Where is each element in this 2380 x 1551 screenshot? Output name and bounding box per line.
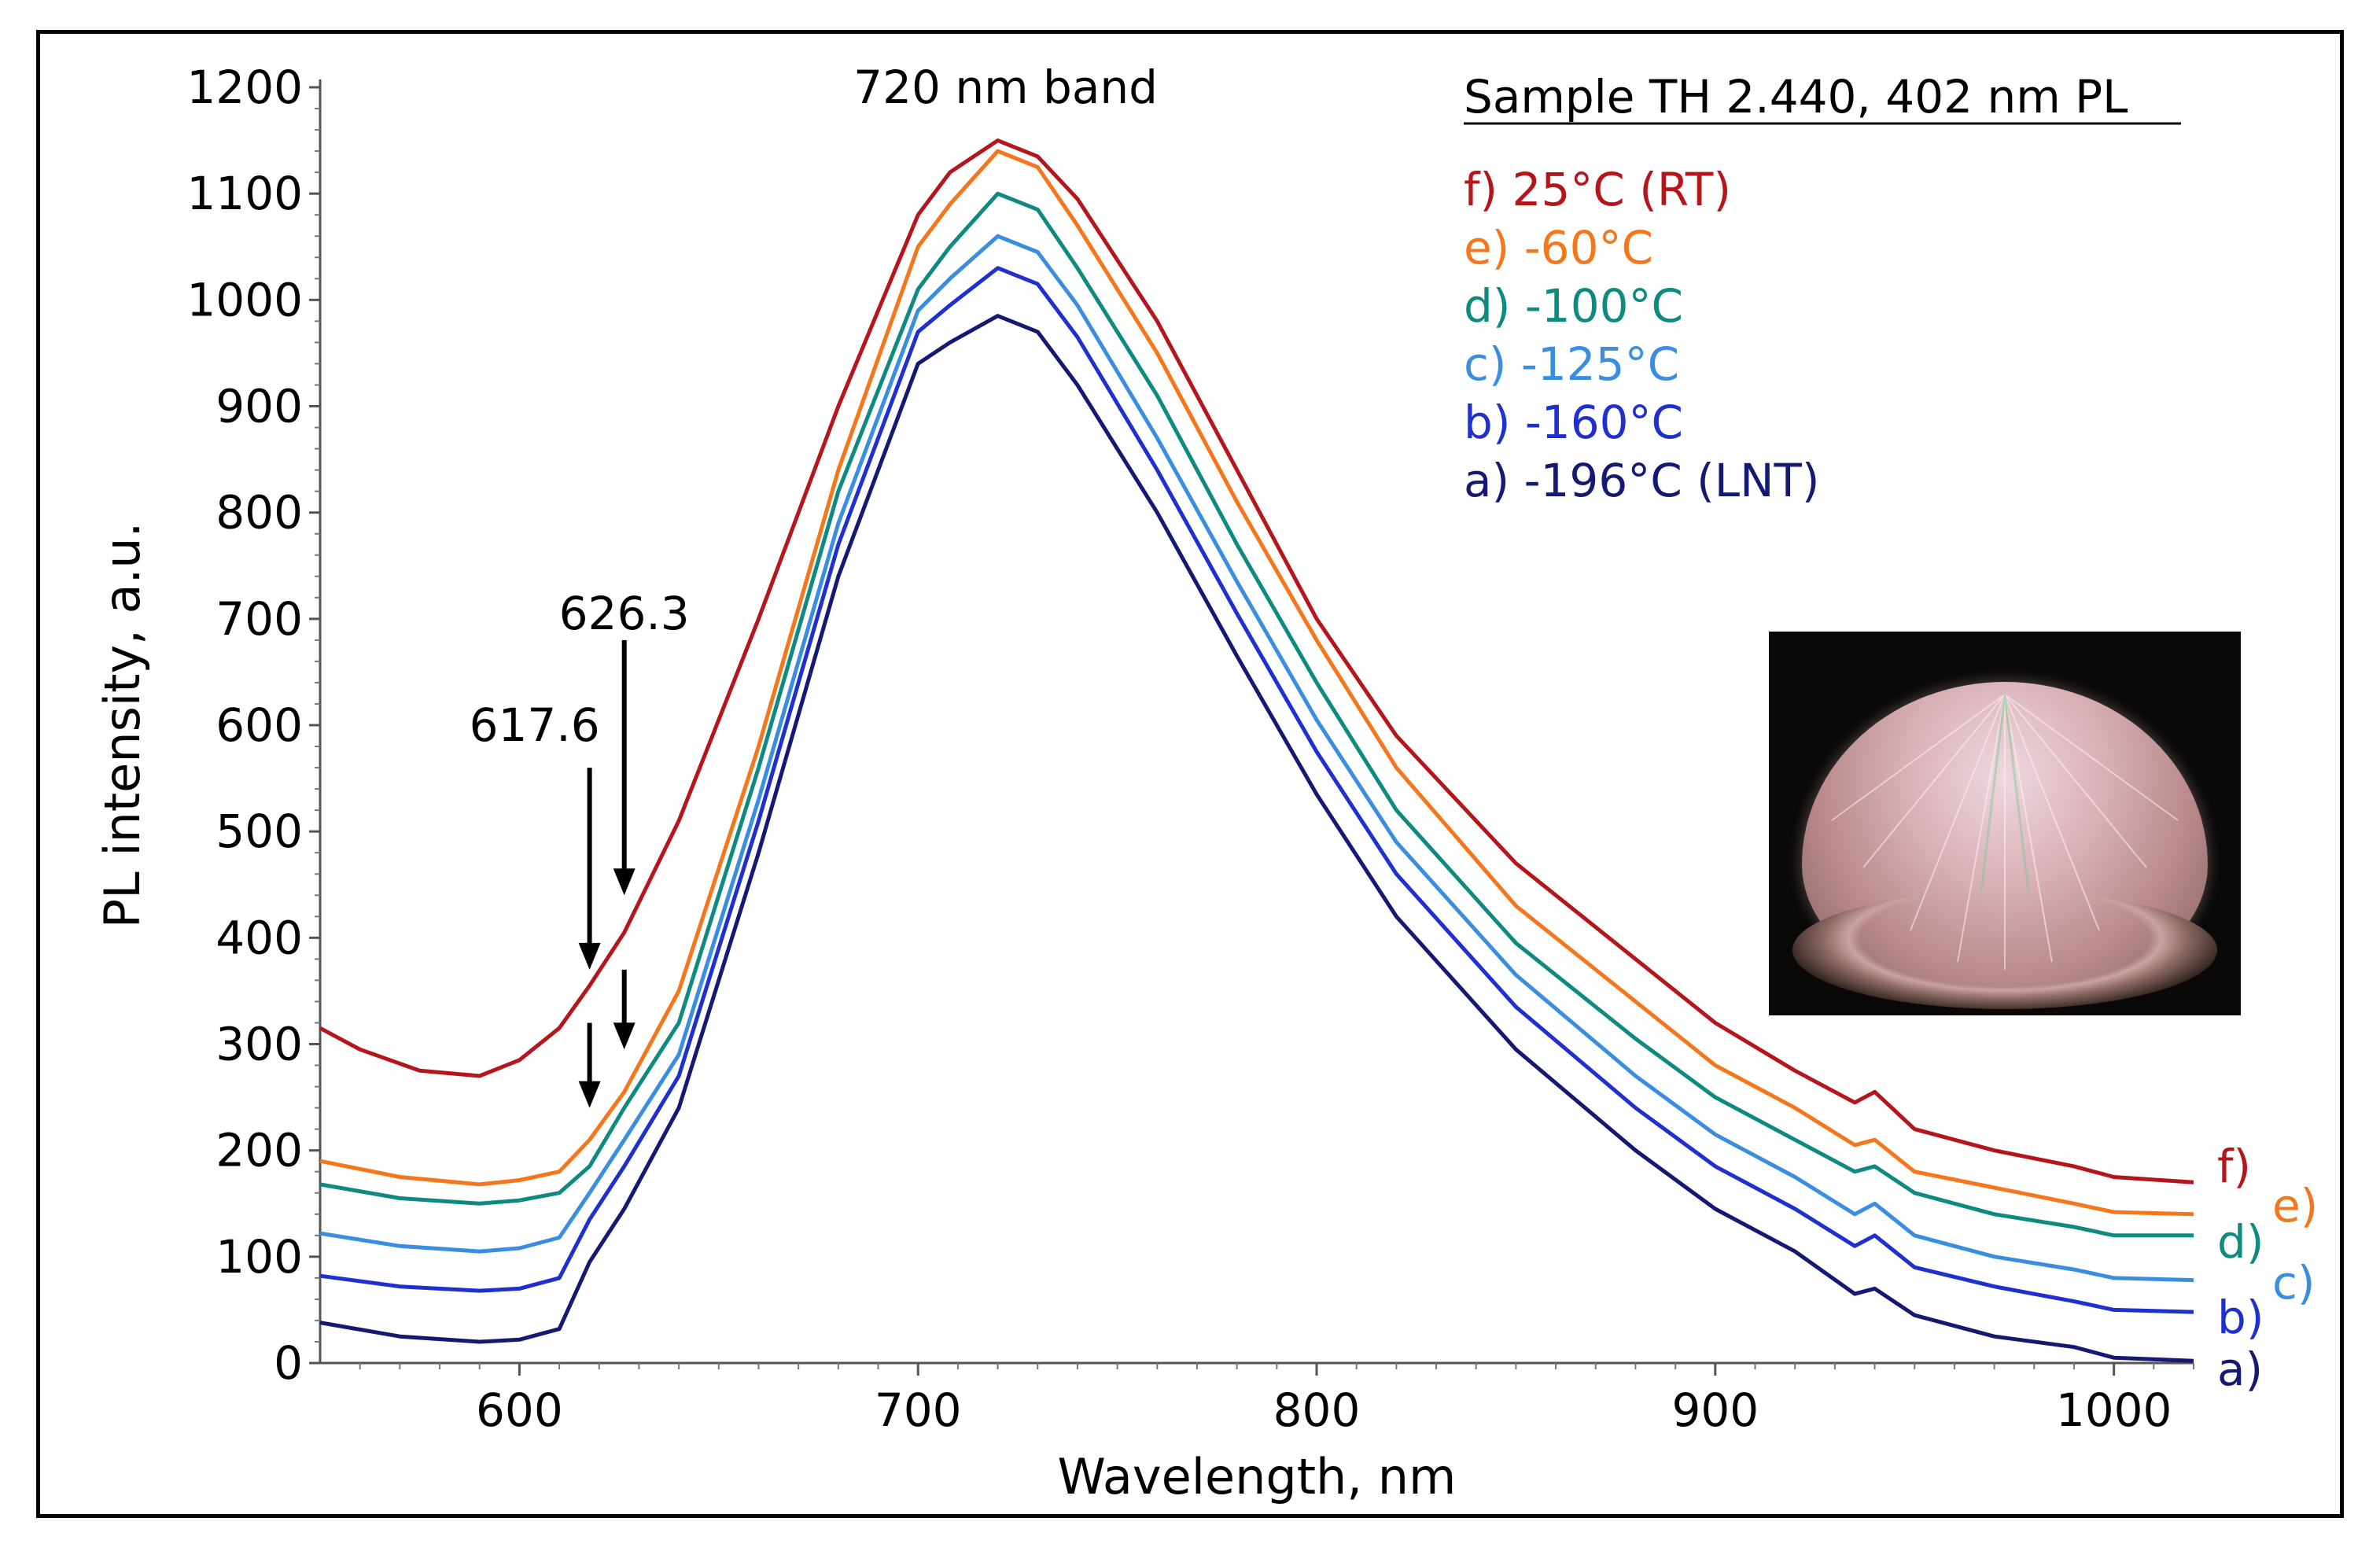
annotation-626-3: 626.3 (559, 587, 690, 640)
annotation-layer: 720 nm band 617.6 626.3 (470, 61, 1158, 1108)
series-line-c (319, 234, 2194, 1283)
y-tick-label: 1200 (186, 61, 303, 114)
y-tick-label: 300 (216, 1018, 303, 1071)
annotation-arrow-head (613, 1022, 636, 1050)
series-end-label: e) (2272, 1179, 2318, 1232)
annotation-arrow-head (613, 868, 636, 896)
legend-title: Sample TH 2.440, 402 nm PL (1464, 70, 2128, 123)
series-line-e (319, 149, 2194, 1217)
series-end-label: d) (2217, 1215, 2264, 1269)
legend-entry: c) -125°C (1464, 337, 1679, 391)
y-axis-label: PL intensity, a.u. (94, 522, 151, 929)
x-tick-label: 600 (476, 1383, 563, 1437)
x-tick-label: 1000 (2056, 1383, 2172, 1437)
figure-frame: 0 100 200 300 400 500 600 700 800 900 1000 1100 1200… (36, 30, 2344, 1518)
y-tick-label: 500 (216, 805, 303, 858)
diamond-facets (1831, 694, 2179, 970)
x-axis-label: Wavelength, nm (1058, 1448, 1457, 1505)
y-tick-label: 400 (216, 911, 303, 964)
legend-entry: d) -100°C (1464, 279, 1683, 333)
series-line-a (319, 314, 2194, 1363)
annotation-617-6: 617.6 (470, 698, 600, 752)
y-tick-label: 900 (216, 380, 303, 433)
series-line-b (319, 266, 2194, 1314)
y-tick-label: 1100 (186, 167, 303, 220)
series-end-label: b) (2217, 1291, 2264, 1344)
series-line-f (319, 138, 2194, 1184)
legend-entry: e) -60°C (1464, 221, 1653, 274)
axes: 0 100 200 300 400 500 600 700 800 900 1000 1100 1200… (94, 61, 2194, 1505)
diamond-photo-inset (1769, 632, 2241, 1015)
legend: Sample TH 2.440, 402 nm PL f) 25°C (RT)e)… (1464, 70, 2181, 507)
x-tick-label: 900 (1671, 1383, 1759, 1437)
x-tick-label: 700 (875, 1383, 962, 1437)
y-tick-label: 0 (274, 1336, 303, 1390)
annotation-arrow-head (578, 942, 601, 970)
y-tick-label: 200 (216, 1124, 303, 1177)
annotation-720nm-band: 720 nm band (853, 61, 1158, 114)
y-tick-label: 100 (216, 1230, 303, 1284)
y-tick-label: 600 (216, 698, 303, 752)
legend-entry: b) -160°C (1464, 396, 1683, 449)
series-line-d (319, 191, 2194, 1238)
series-layer (319, 138, 2194, 1363)
series-end-label: c) (2272, 1256, 2316, 1310)
legend-entry: f) 25°C (RT) (1464, 163, 1731, 216)
pl-spectrum-chart: 0 100 200 300 400 500 600 700 800 900 1000 1100 1200… (94, 61, 2318, 1505)
y-tick-label: 1000 (186, 273, 303, 326)
legend-entry: a) -196°C (LNT) (1464, 454, 1820, 507)
series-end-label: f) (2217, 1140, 2251, 1193)
annotation-arrow-head (578, 1081, 601, 1108)
series-end-label: a) (2217, 1343, 2263, 1396)
end-labels: f) e)d)c)b)a) (2217, 1140, 2318, 1396)
x-tick-label: 800 (1273, 1383, 1361, 1437)
y-tick-label: 800 (216, 486, 303, 540)
y-tick-label: 700 (216, 592, 303, 646)
